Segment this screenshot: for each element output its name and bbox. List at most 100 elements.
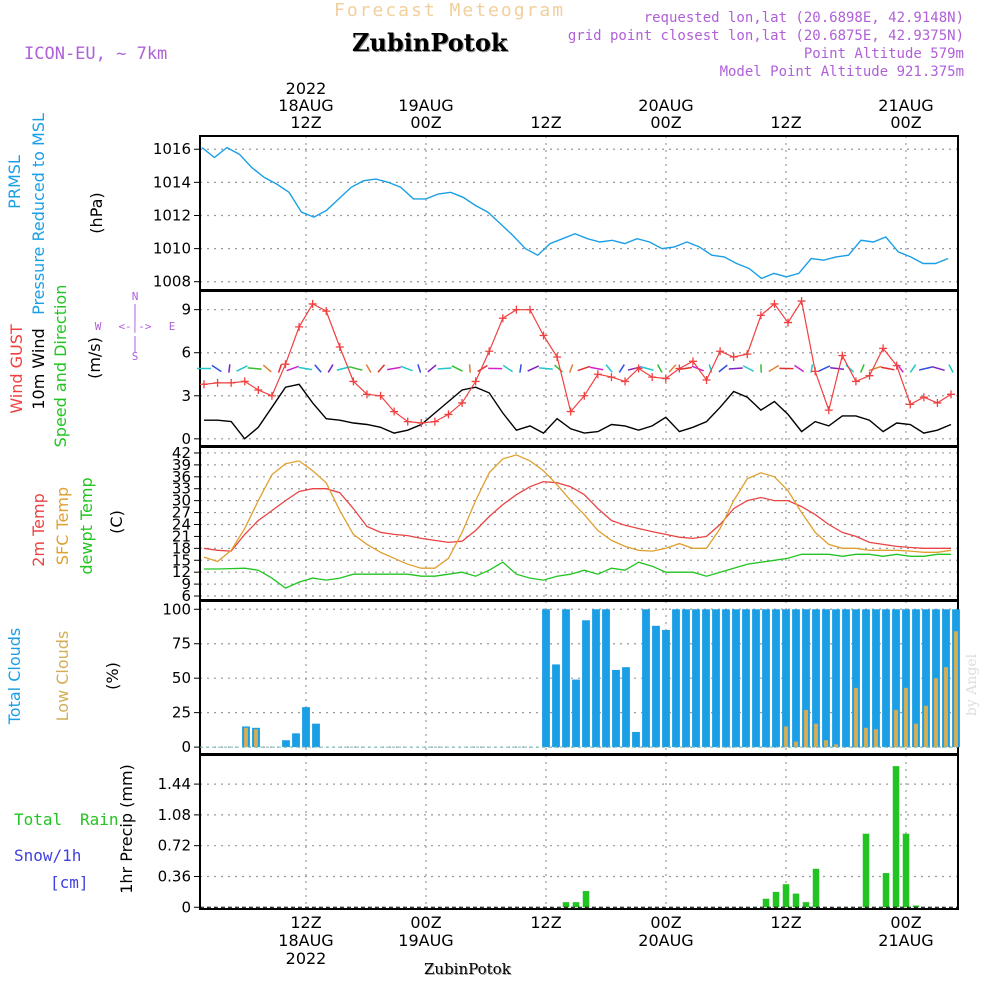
wind-direction-arrow	[247, 367, 262, 370]
wind-direction-arrow	[768, 364, 780, 373]
gust-marker	[240, 377, 249, 386]
y-tick-label: 6	[181, 344, 191, 362]
gust-marker	[322, 307, 331, 316]
precip-bar	[882, 873, 890, 908]
low-cloud-bar	[924, 705, 928, 748]
top-time-label: 21AUG	[878, 96, 933, 115]
low-cloud-bar	[784, 726, 788, 748]
ylabel-pressure-msl: Pressure Reduced to MSL	[29, 113, 48, 315]
ylabel-total-clouds: Total Clouds	[5, 628, 24, 726]
total-cloud-bar	[542, 609, 550, 748]
ylabel-2m-temp: 2m Temp	[29, 493, 48, 567]
point-altitude: Point Altitude 579m	[803, 46, 964, 62]
gust-marker	[688, 357, 697, 366]
panel-frame	[199, 290, 959, 447]
total-cloud-bar	[302, 707, 310, 748]
low-cloud-bar	[244, 727, 248, 748]
y-tick-label: 25	[172, 704, 191, 722]
wind-direction-arrow	[794, 364, 805, 373]
bottom-time-label: 00Z	[890, 913, 921, 932]
total-cloud-bar	[662, 629, 670, 748]
total-cloud-bar	[862, 609, 870, 748]
low-cloud-bar	[804, 709, 808, 748]
gust-marker	[933, 398, 942, 407]
gust-marker	[675, 364, 684, 373]
precip-bar	[862, 833, 870, 908]
wind-direction-arrow	[728, 367, 743, 370]
gust-marker	[770, 299, 779, 308]
gust-marker	[403, 417, 412, 426]
low-cloud-bar	[814, 723, 818, 748]
top-time-label: 00Z	[410, 113, 441, 132]
wind-direction-arrow	[477, 364, 488, 373]
wind-direction-arrow	[577, 365, 591, 372]
top-time-label: 12Z	[290, 113, 321, 132]
wind-direction-arrow	[298, 366, 313, 371]
gust-marker	[879, 344, 888, 353]
wind-direction-arrow	[948, 364, 954, 373]
y-tick-label: 39	[172, 456, 191, 474]
low-cloud-bar	[894, 709, 898, 748]
y-tick-label: 0	[181, 430, 191, 448]
legend-cm: [cm]	[50, 873, 89, 892]
low-cloud-bar	[254, 729, 258, 748]
panel-frame	[199, 754, 959, 910]
top-time-label: 00Z	[890, 113, 921, 132]
panel-5	[194, 754, 959, 910]
gust-marker	[471, 377, 480, 386]
y-tick-label: 15	[172, 551, 191, 569]
top-time-label: 19AUG	[398, 96, 453, 115]
total-cloud-bar	[552, 664, 560, 748]
gust-marker	[444, 410, 453, 419]
total-cloud-bar	[622, 667, 630, 748]
total-cloud-bar	[842, 609, 850, 748]
total-cloud-bar	[602, 609, 610, 748]
total-cloud-bar	[762, 609, 770, 748]
y-tick-label: 0.36	[158, 867, 191, 885]
temp-line-sfc	[203, 454, 952, 569]
gust-marker	[512, 305, 521, 314]
bottom-time-label: 12Z	[290, 913, 321, 932]
y-tick-label: 9	[181, 301, 191, 319]
precip-bar	[782, 884, 790, 908]
gust-marker	[376, 391, 385, 400]
pressure-line	[201, 146, 949, 280]
wind-direction-arrow	[327, 364, 334, 373]
ylabel-speed-direction: Speed and Direction	[51, 285, 70, 448]
y-tick-label: 0	[181, 738, 191, 756]
bottom-time-label: 18AUG	[278, 931, 333, 950]
gust-marker	[362, 390, 371, 399]
wind-direction-arrow	[314, 364, 322, 373]
ylabel-low-clouds: Low Clouds	[53, 631, 72, 722]
total-cloud-bar	[882, 609, 890, 748]
total-cloud-bar	[562, 609, 570, 748]
wind-direction-arrow	[538, 367, 553, 370]
gust-marker	[648, 373, 657, 382]
total-cloud-bar	[792, 609, 800, 748]
y-tick-label: 1.44	[158, 775, 191, 793]
total-cloud-bar	[822, 609, 830, 748]
y-tick-label: 24	[172, 515, 191, 533]
gust-marker	[784, 318, 793, 327]
gust-marker	[485, 347, 494, 356]
total-cloud-bar	[572, 679, 580, 748]
wind-gust-line	[203, 299, 952, 424]
bottom-time-label: 12Z	[530, 913, 561, 932]
precip-bar	[762, 898, 770, 908]
bottom-time-label: 21AUG	[878, 931, 933, 950]
total-cloud-bar	[692, 609, 700, 748]
wind-direction-arrow	[365, 364, 372, 373]
wind-direction-arrow	[818, 365, 831, 372]
wind-direction-arrow	[502, 364, 513, 373]
precip-bar	[912, 905, 920, 908]
wind-direction-arrow	[387, 366, 401, 371]
precip-bar	[802, 902, 810, 908]
bottom-time-label: 12Z	[770, 913, 801, 932]
low-cloud-bar	[794, 741, 798, 748]
compass-s: S	[132, 350, 139, 363]
low-cloud-bar	[904, 687, 908, 748]
gust-marker	[308, 299, 317, 308]
y-tick-label: 9	[181, 575, 191, 593]
panel-3	[194, 446, 959, 601]
gust-marker	[947, 390, 955, 399]
